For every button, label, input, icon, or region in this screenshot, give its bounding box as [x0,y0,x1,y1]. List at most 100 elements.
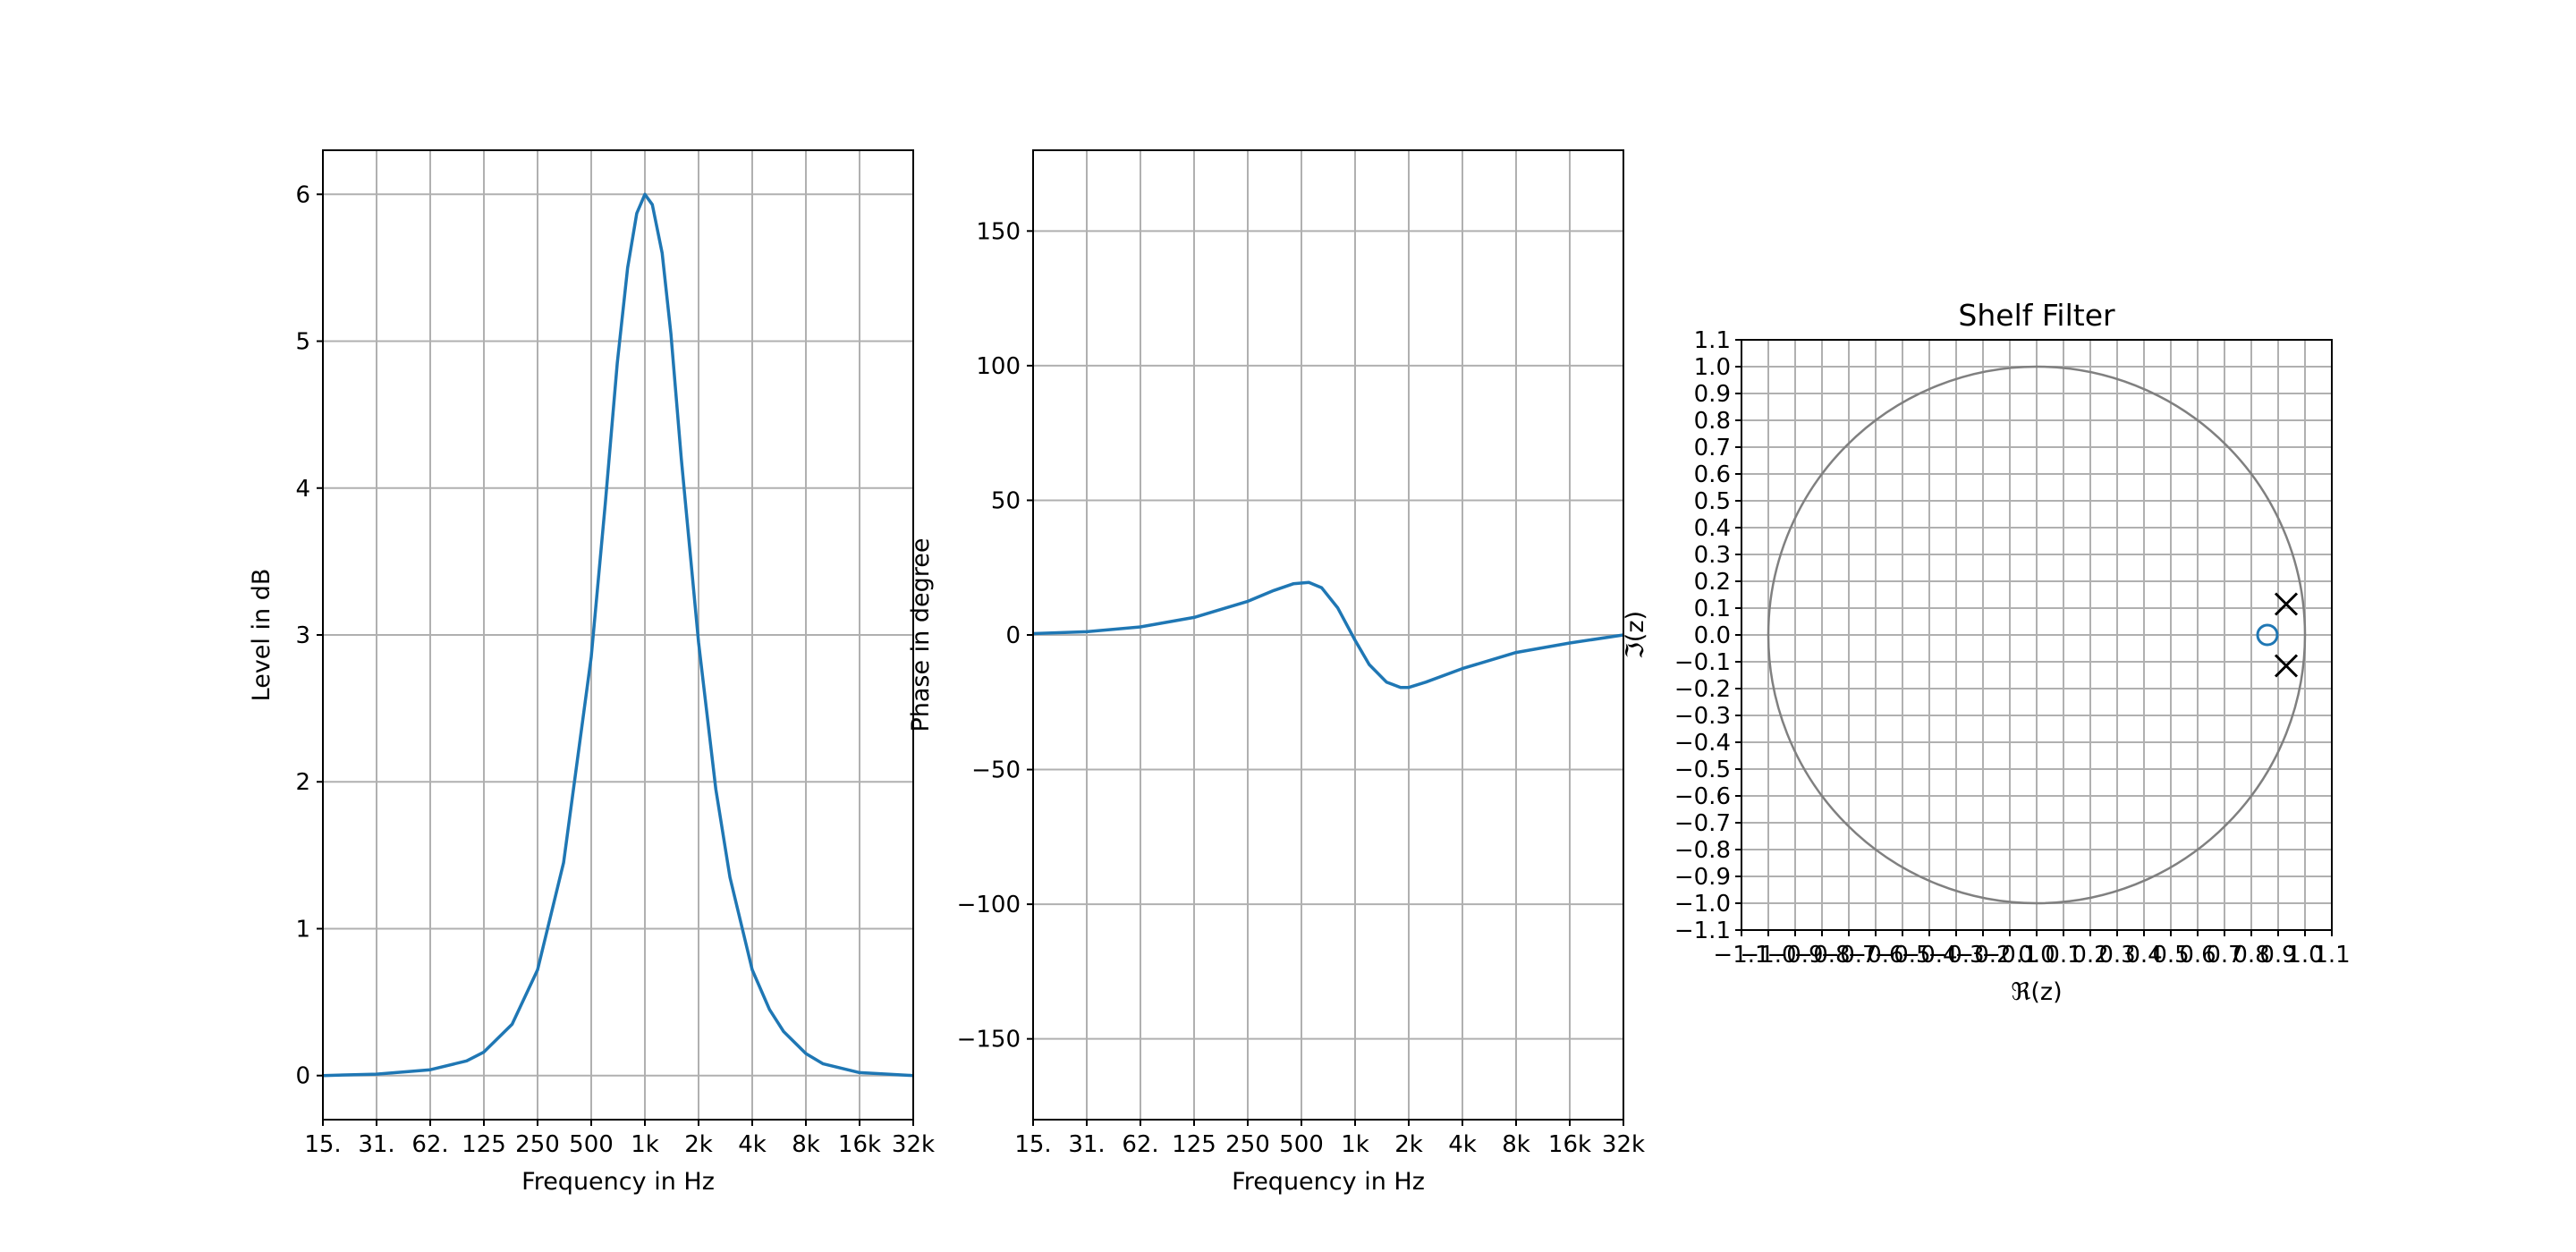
y-tick-label: 0 [295,1063,310,1090]
x-tick-label: 2k [684,1131,713,1158]
y-axis-label: Phase in degree [907,537,935,732]
y-tick-label: 0.7 [1694,435,1731,461]
y-tick-label: −1.0 [1674,891,1731,918]
y-tick-label: −0.2 [1674,676,1731,703]
y-tick-label: 4 [295,476,310,503]
axes-frame [1741,339,2333,931]
x-tick-label: 1.0 [2286,942,2323,969]
x-tick-label: −0.3 [1928,942,1984,969]
x-tick-label: −0.2 [1954,942,2011,969]
x-tick-label: −0.1 [1981,942,2038,969]
x-tick-label: 1.1 [2313,942,2350,969]
x-tick-label: −0.6 [1847,942,1903,969]
x-tick-label: 0.7 [2206,942,2242,969]
x-tick-label: −1.1 [1713,942,1769,969]
y-tick-label: 1.1 [1694,327,1731,354]
x-tick-label: −0.4 [1901,942,1957,969]
x-tick-label: 0.2 [2072,942,2108,969]
y-tick-label: 1.0 [1694,354,1731,381]
y-tick-label: 0.3 [1694,542,1731,569]
grid [1741,339,2333,931]
x-tick-label: 500 [1279,1131,1324,1158]
x-tick-label: 1k [631,1131,659,1158]
y-tick-label: −0.9 [1674,864,1731,891]
pole-marker [2274,654,2299,678]
x-tick-label: 1k [1341,1131,1369,1158]
y-tick-label: 3 [295,622,310,649]
y-tick-label: 2 [295,769,310,796]
y-tick-label: 0.2 [1694,569,1731,596]
x-tick-label: 15. [304,1131,341,1158]
y-tick-label: 6 [295,182,310,208]
y-tick-label: −0.1 [1674,649,1731,676]
response-curve [322,192,914,1078]
y-tick-label: −1.1 [1674,918,1731,944]
x-tick-label: 125 [462,1131,506,1158]
x-tick-label: 32k [1602,1131,1645,1158]
y-tick-label: −0.7 [1674,810,1731,837]
x-tick-label: 16k [838,1131,881,1158]
x-tick-label: 15. [1014,1131,1051,1158]
x-tick-label: 16k [1548,1131,1591,1158]
x-tick-label: 0.5 [2152,942,2189,969]
y-tick-label: −50 [971,757,1021,784]
y-tick-label: 0.1 [1694,596,1731,622]
x-tick-label: 8k [1502,1131,1530,1158]
x-tick-label: 4k [738,1131,767,1158]
axes-frame [322,149,914,1121]
x-tick-label: 250 [1225,1131,1270,1158]
x-tick-label: 0.6 [2179,942,2216,969]
zero-marker [2256,623,2279,647]
x-tick-label: 0.1 [2045,942,2081,969]
x-tick-label: 250 [515,1131,560,1158]
x-tick-label: −0.5 [1874,942,1930,969]
x-tick-label: 0.4 [2125,942,2162,969]
y-tick-label: 50 [991,487,1021,514]
x-tick-label: 31. [1068,1131,1105,1158]
x-tick-label: 8k [792,1131,820,1158]
x-tick-label: −0.9 [1767,942,1823,969]
grid [1032,150,1624,1120]
y-tick-label: 0.9 [1694,381,1731,408]
y-axis-label: Level in dB [248,569,275,702]
x-tick-label: 62. [1122,1131,1158,1158]
x-tick-label: 2k [1394,1131,1423,1158]
y-tick-label: 1 [295,916,310,943]
x-axis-label: Frequency in Hz [521,1168,715,1196]
y-tick-label: −0.4 [1674,730,1731,757]
axes-frame [1032,149,1624,1121]
pole-stroke [2274,592,2299,616]
x-tick-label: 500 [569,1131,614,1158]
pole-stroke [2274,654,2299,678]
y-tick-label: −0.8 [1674,837,1731,864]
y-tick-label: 100 [976,353,1021,380]
y-tick-label: 5 [295,329,310,356]
x-tick-label: 0.3 [2098,942,2135,969]
y-tick-label: 0.6 [1694,461,1731,488]
y-tick-label: −0.5 [1674,757,1731,783]
chart-title: Shelf Filter [1958,298,2115,333]
x-axis-label: ℜ(z) [2011,978,2062,1006]
unit-circle [1767,365,2307,905]
y-tick-label: 150 [976,218,1021,245]
x-tick-label: 62. [411,1131,448,1158]
pole-zero-chart: −1.1−1.1−1.0−1.0−0.9−0.9−0.8−0.8−0.7−0.7… [1622,298,2351,1006]
x-tick-label: 32k [892,1131,935,1158]
x-axis-label: Frequency in Hz [1232,1168,1425,1196]
x-tick-label: −1.0 [1740,942,1796,969]
y-tick-label: 0.5 [1694,488,1731,515]
y-tick-label: 0 [1005,622,1021,649]
x-tick-label: −0.7 [1820,942,1877,969]
y-axis-label: ℑ(z) [1622,611,1649,659]
x-tick-label: −0.8 [1793,942,1850,969]
x-tick-label: 0.9 [2259,942,2296,969]
pole-marker [2274,592,2299,616]
y-tick-label: 0.8 [1694,408,1731,435]
magnitude-response-chart: 15. 31. 62. 125 250 500 1k 2k 4k 8k 16k 32k 0 1 2 3 4 5 6 F… [248,149,935,1196]
phase-response-chart: 15. 31. 62. 125 250 500 1k 2k 4k 8k 16k 32k−150−100… [907,149,1645,1196]
y-tick-label: −0.6 [1674,783,1731,810]
x-tick-label: 0.8 [2233,942,2269,969]
y-tick-label: −100 [957,892,1021,918]
x-tick-label: 4k [1448,1131,1477,1158]
